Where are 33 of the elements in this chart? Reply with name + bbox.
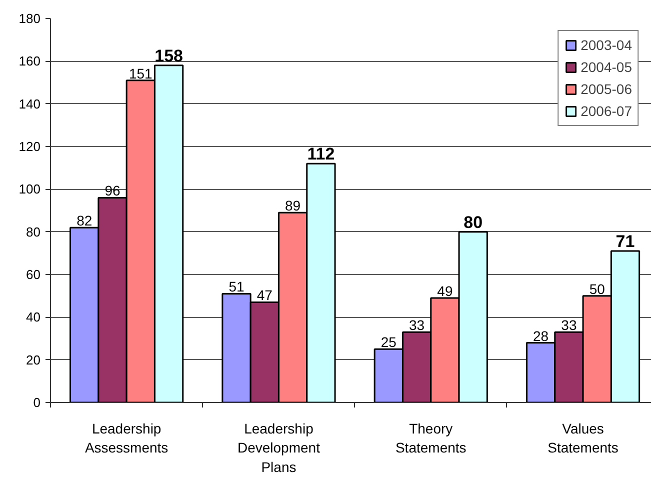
data-label: 50	[589, 280, 606, 297]
legend-label: 2004-05	[580, 59, 632, 75]
y-tick-label: 160	[18, 54, 41, 69]
data-label: 49	[437, 282, 453, 299]
y-tick-label: 40	[26, 310, 41, 325]
data-label: 33	[409, 317, 425, 334]
data-label: 158	[154, 46, 183, 66]
x-tick-label: Values Statements	[548, 420, 618, 456]
legend-label: 2005-06	[580, 81, 632, 97]
x-tick-label: Leadership Development Plans	[237, 420, 320, 475]
legend-label: 2006-07	[580, 103, 632, 119]
legend-label: 2003-04	[580, 37, 632, 53]
data-label: 151	[128, 65, 153, 82]
data-label: 80	[464, 212, 483, 232]
y-tick-label: 180	[18, 11, 41, 26]
data-label: 25	[380, 334, 397, 350]
data-label: 89	[285, 198, 301, 214]
y-tick-label: 20	[26, 352, 41, 368]
y-tick-label: 80	[26, 224, 41, 240]
data-label: 33	[561, 317, 577, 334]
data-label: 51	[228, 278, 245, 295]
data-label: 28	[533, 328, 549, 344]
data-label: 47	[256, 287, 273, 304]
data-label: 82	[76, 212, 92, 229]
y-tick-label: 0	[33, 395, 41, 410]
x-tick-label: Theory Statements	[395, 420, 466, 456]
y-tick-label: 140	[18, 96, 41, 112]
data-label: 71	[616, 232, 635, 252]
x-tick-label: Leadership Assessments	[84, 420, 168, 456]
y-tick-label: 60	[26, 267, 41, 282]
y-tick-label: 120	[18, 139, 41, 154]
y-tick-label: 100	[18, 182, 41, 197]
data-label: 112	[307, 144, 335, 164]
